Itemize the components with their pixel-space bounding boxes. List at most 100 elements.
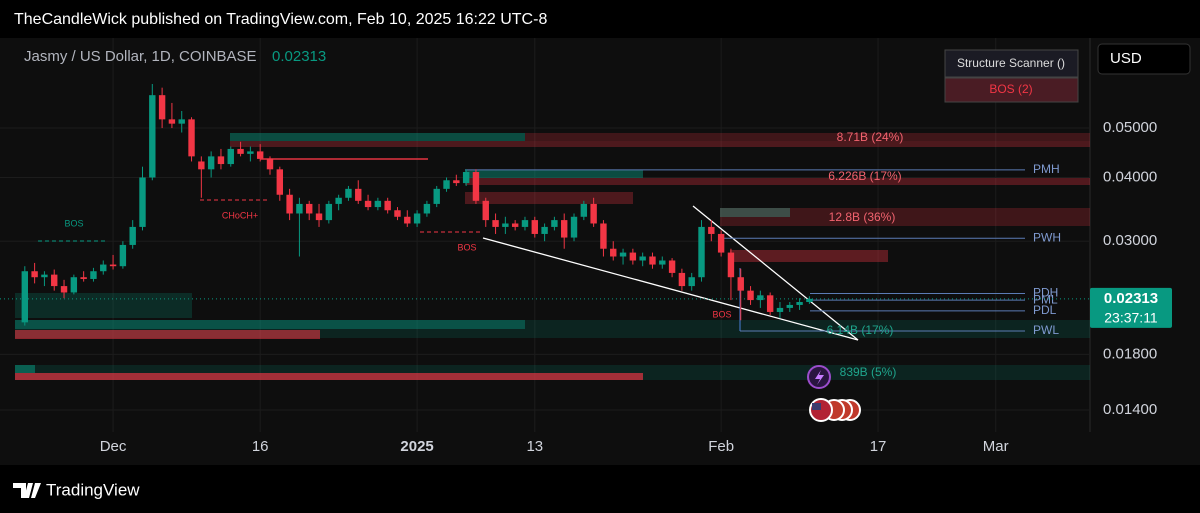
candle-body (551, 220, 558, 227)
candle-body (561, 220, 568, 238)
candle-body (580, 203, 588, 217)
candle-body (796, 302, 803, 305)
candle-body (384, 200, 391, 211)
candle-body (256, 151, 264, 159)
candle-body (472, 172, 480, 201)
zone (465, 178, 1090, 185)
structure-label: BOS (64, 218, 83, 228)
candle-body (698, 226, 705, 278)
candle-body (404, 216, 411, 224)
y-tick-label: 0.04000 (1103, 168, 1157, 185)
candle-body (109, 264, 117, 267)
symbol-price: 0.02313 (272, 48, 326, 65)
zone (720, 208, 1090, 226)
y-tick-label: 0.01800 (1103, 345, 1157, 362)
candle-body (786, 304, 793, 308)
trend-line (482, 237, 859, 341)
structure-label: BOS (457, 242, 476, 252)
candle-body (639, 256, 646, 261)
candle-body (423, 203, 431, 214)
candle-body (119, 244, 127, 267)
candle-body (806, 298, 813, 303)
candle-body (521, 220, 529, 227)
candle-body (619, 252, 627, 257)
candle-body (60, 286, 68, 293)
candle-body (590, 203, 597, 224)
zone (15, 330, 320, 339)
candle-body (541, 226, 548, 234)
x-tick-label: 16 (252, 438, 269, 455)
level-label: PDL (1033, 303, 1057, 317)
candle-body (492, 220, 499, 227)
y-tick-label: 0.03000 (1103, 232, 1157, 249)
candle-body (757, 295, 764, 301)
candle-body (502, 223, 509, 227)
candle-body (237, 148, 244, 154)
scanner-status: BOS (2) (989, 82, 1032, 96)
candle-body (629, 252, 637, 261)
candle-body (600, 223, 607, 249)
candle-body (649, 256, 656, 265)
brand-logo (13, 483, 41, 498)
candle-body (296, 203, 303, 214)
price-tag-countdown: 23:37:11 (1104, 310, 1158, 326)
candle-body (717, 233, 725, 253)
trend-line (692, 205, 859, 341)
candle-body (149, 95, 156, 178)
candle-body (433, 188, 440, 204)
candle-body (610, 248, 617, 257)
published-line: TheCandleWick published on TradingView.c… (14, 11, 547, 28)
candle-body (531, 220, 538, 234)
y-tick-label: 0.05000 (1103, 119, 1157, 136)
candle-body (659, 260, 666, 265)
flag-canton (812, 403, 821, 410)
grid (0, 38, 1090, 432)
candle-body (355, 188, 362, 201)
candle-body (364, 200, 372, 208)
structure-label: BOS (712, 309, 731, 319)
zone (230, 133, 525, 141)
level-label: PWH (1033, 230, 1061, 244)
event-icons (807, 365, 861, 422)
zone-label: 8.71B (24%) (837, 130, 904, 144)
x-tick-label: 17 (870, 438, 887, 455)
currency-button[interactable] (1097, 43, 1191, 75)
candle-body (315, 213, 323, 221)
candle-body (443, 180, 450, 189)
candle-body (413, 213, 421, 224)
candle-body (286, 194, 293, 214)
candle-body (70, 277, 78, 293)
zone (15, 320, 525, 329)
zone (720, 208, 790, 217)
zone (730, 250, 888, 262)
candle-body (100, 264, 107, 272)
candle-body (178, 119, 185, 124)
level-label: PML (1033, 292, 1058, 306)
level-label: PMH (1033, 162, 1060, 176)
x-tick-label: Feb (708, 438, 734, 455)
x-tick-label: 2025 (400, 438, 433, 455)
zone-label: 6.226B (17%) (828, 169, 901, 183)
candle-body (345, 188, 352, 198)
candle-body (168, 119, 176, 124)
candle-body (325, 203, 333, 221)
candle-body (708, 226, 715, 234)
zone (260, 158, 428, 160)
x-tick-label: Mar (983, 438, 1009, 455)
candle-body (462, 172, 470, 184)
candle-body (678, 272, 686, 287)
candle-body (276, 169, 283, 195)
level-label: PDH (1033, 286, 1058, 300)
brand: TradingView (13, 480, 140, 499)
candle-body (90, 271, 97, 279)
candle-body (41, 274, 48, 278)
candle-body (776, 307, 784, 312)
currency[interactable]: USD (1110, 50, 1142, 67)
level-label: PWL (1033, 323, 1059, 337)
zone (465, 192, 633, 204)
x-tick-label: Dec (100, 438, 127, 455)
chart-area (0, 38, 1200, 465)
candle-body (247, 151, 254, 154)
candle-body (51, 274, 58, 287)
